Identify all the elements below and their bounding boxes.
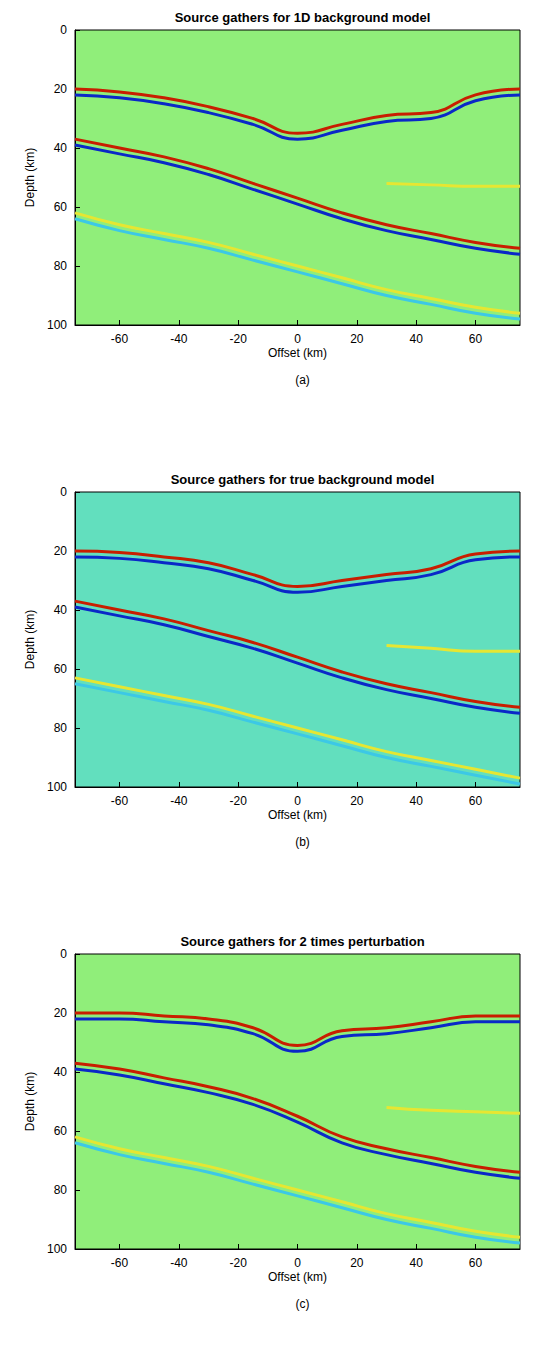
svg-text:(a): (a) xyxy=(295,373,310,387)
svg-text:20: 20 xyxy=(350,794,364,808)
svg-text:Source gathers for true backgr: Source gathers for true background model xyxy=(171,472,435,487)
svg-text:60: 60 xyxy=(54,662,68,676)
svg-text:Offset (km): Offset (km) xyxy=(268,346,327,360)
svg-text:(b): (b) xyxy=(295,835,310,849)
svg-text:-60: -60 xyxy=(111,1256,129,1270)
svg-text:20: 20 xyxy=(54,82,68,96)
svg-text:-40: -40 xyxy=(170,794,188,808)
svg-text:40: 40 xyxy=(409,794,423,808)
svg-text:20: 20 xyxy=(350,332,364,346)
svg-text:-20: -20 xyxy=(229,1256,247,1270)
svg-text:0: 0 xyxy=(294,794,301,808)
svg-text:(c): (c) xyxy=(296,1297,310,1311)
svg-text:60: 60 xyxy=(469,332,483,346)
svg-text:-40: -40 xyxy=(170,1256,188,1270)
svg-text:60: 60 xyxy=(469,794,483,808)
svg-text:80: 80 xyxy=(54,259,68,273)
svg-text:80: 80 xyxy=(54,721,68,735)
svg-text:Depth (km): Depth (km) xyxy=(23,1072,37,1131)
svg-text:80: 80 xyxy=(54,1183,68,1197)
svg-text:Depth (km): Depth (km) xyxy=(23,148,37,207)
svg-text:0: 0 xyxy=(294,332,301,346)
svg-text:Source gathers for 1D backgrou: Source gathers for 1D background model xyxy=(175,10,431,25)
svg-text:40: 40 xyxy=(409,332,423,346)
svg-text:100: 100 xyxy=(47,318,67,332)
svg-text:20: 20 xyxy=(54,1006,68,1020)
svg-text:20: 20 xyxy=(350,1256,364,1270)
svg-text:Source gathers for 2 times per: Source gathers for 2 times perturbation xyxy=(180,934,424,949)
svg-text:-40: -40 xyxy=(170,332,188,346)
svg-text:0: 0 xyxy=(294,1256,301,1270)
svg-text:60: 60 xyxy=(54,1124,68,1138)
svg-text:-60: -60 xyxy=(111,794,129,808)
svg-text:40: 40 xyxy=(54,1065,68,1079)
svg-text:Offset (km): Offset (km) xyxy=(268,808,327,822)
svg-text:60: 60 xyxy=(54,200,68,214)
svg-text:100: 100 xyxy=(47,1242,67,1256)
svg-text:Offset (km): Offset (km) xyxy=(268,1270,327,1284)
svg-text:-20: -20 xyxy=(229,332,247,346)
svg-text:60: 60 xyxy=(469,1256,483,1270)
svg-text:Depth (km): Depth (km) xyxy=(23,610,37,669)
svg-text:20: 20 xyxy=(54,544,68,558)
svg-text:40: 40 xyxy=(54,603,68,617)
svg-text:0: 0 xyxy=(60,947,67,961)
svg-text:40: 40 xyxy=(54,141,68,155)
svg-text:100: 100 xyxy=(47,780,67,794)
svg-text:-60: -60 xyxy=(111,332,129,346)
svg-text:40: 40 xyxy=(409,1256,423,1270)
svg-text:-20: -20 xyxy=(229,794,247,808)
svg-text:0: 0 xyxy=(60,23,67,37)
svg-text:0: 0 xyxy=(60,485,67,499)
